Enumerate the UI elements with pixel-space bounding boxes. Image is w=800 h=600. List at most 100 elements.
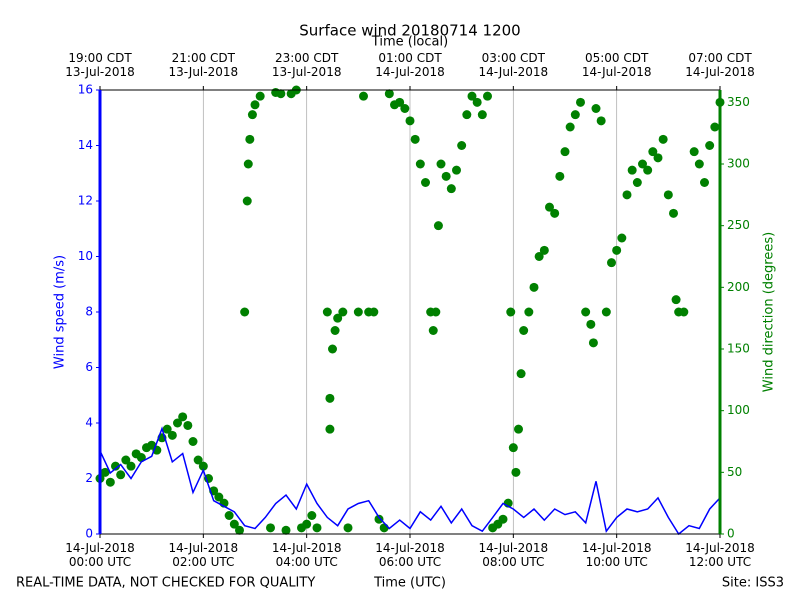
direction-point xyxy=(612,245,622,255)
direction-point xyxy=(632,178,642,187)
y2-axis-label: Wind direction (degrees) xyxy=(762,232,777,392)
direction-point xyxy=(643,165,653,175)
speed-line xyxy=(99,426,721,536)
y-tick-label: 6 xyxy=(85,360,93,374)
direction-point xyxy=(679,307,689,317)
direction-point xyxy=(653,153,663,163)
direction-point xyxy=(405,116,415,126)
direction-point xyxy=(250,100,260,110)
direction-point xyxy=(369,307,379,317)
y-tick-label: 12 xyxy=(78,194,93,208)
top-tick-label: 23:00 CDT 13-Jul-2018 xyxy=(271,51,342,79)
direction-point xyxy=(325,393,335,403)
y2-tick-label: 300 xyxy=(727,157,750,171)
direction-point xyxy=(245,134,255,144)
site-label: Site: ISS3 xyxy=(722,576,784,591)
direction-point xyxy=(428,326,438,335)
y-tick-label: 16 xyxy=(78,83,93,97)
direction-point xyxy=(436,159,446,169)
top-tick-label: 19:00 CDT 13-Jul-2018 xyxy=(65,51,135,79)
direction-point xyxy=(689,147,699,157)
direction-point xyxy=(281,525,291,535)
direction-point xyxy=(421,178,430,187)
direction-point xyxy=(183,420,193,430)
direction-point xyxy=(638,159,647,169)
direction-point xyxy=(462,110,472,120)
direction-point xyxy=(333,313,343,323)
direction-point xyxy=(374,514,384,524)
chart-title: Surface wind 20180714 1200 xyxy=(299,22,520,40)
direction-point xyxy=(188,437,198,446)
x-axis-label: Time (UTC) xyxy=(373,576,446,591)
y2-tick-label: 350 xyxy=(727,95,750,109)
direction-point xyxy=(648,147,658,157)
direction-point xyxy=(477,110,487,120)
top-tick-label: 05:00 CDT 14-Jul-2018 xyxy=(581,51,652,79)
direction-point xyxy=(193,455,203,465)
direction-point xyxy=(663,190,673,200)
direction-point xyxy=(581,307,591,317)
x-tick-label: 14-Jul-2018 08:00 UTC xyxy=(478,541,549,569)
y-tick-label: 0 xyxy=(85,527,93,541)
direction-point xyxy=(410,134,420,144)
direction-point xyxy=(353,307,363,317)
direction-point xyxy=(516,369,526,379)
direction-point xyxy=(312,523,322,533)
y2-tick-label: 100 xyxy=(727,403,750,417)
direction-point xyxy=(136,453,146,463)
direction-point xyxy=(247,110,257,120)
direction-point xyxy=(105,477,115,487)
direction-point xyxy=(601,307,611,317)
direction-point xyxy=(534,252,544,261)
direction-point xyxy=(100,467,110,477)
direction-point xyxy=(700,178,709,187)
direction-point xyxy=(498,514,508,524)
direction-point xyxy=(467,91,477,101)
direction-point xyxy=(669,208,678,218)
direction-point xyxy=(328,344,337,354)
direction-point xyxy=(596,116,606,126)
y2-tick-label: 200 xyxy=(727,280,750,294)
x-tick-label: 14-Jul-2018 04:00 UTC xyxy=(271,541,342,569)
direction-point xyxy=(121,455,131,465)
direction-point xyxy=(671,295,681,305)
direction-point xyxy=(167,430,177,440)
direction-point xyxy=(178,412,188,422)
direction-point xyxy=(694,159,704,169)
direction-point xyxy=(224,511,234,520)
direction-point xyxy=(302,519,312,529)
direction-point xyxy=(330,326,340,335)
direction-point xyxy=(214,492,224,502)
top-tick-label: 07:00 CDT 14-Jul-2018 xyxy=(685,51,755,79)
direction-point xyxy=(266,523,275,533)
direction-point xyxy=(617,233,627,243)
direction-point xyxy=(472,97,482,107)
top-tick-label: 21:00 CDT 13-Jul-2018 xyxy=(168,51,239,79)
direction-point xyxy=(705,141,715,150)
direction-point xyxy=(126,461,136,471)
direction-point xyxy=(539,245,549,255)
x-tick-label: 14-Jul-2018 02:00 UTC xyxy=(168,541,239,569)
direction-point xyxy=(710,122,720,132)
direction-point xyxy=(343,523,353,533)
direction-point xyxy=(591,104,601,113)
direction-point xyxy=(243,159,253,169)
direction-point xyxy=(658,134,668,144)
direction-point xyxy=(529,282,539,292)
y-axis-label: Wind speed (m/s) xyxy=(53,255,68,369)
y-tick-label: 4 xyxy=(85,416,93,430)
direction-point xyxy=(235,525,244,535)
direction-point xyxy=(508,443,518,453)
x-tick-label: 14-Jul-2018 06:00 UTC xyxy=(375,541,445,569)
direction-point xyxy=(560,147,570,157)
direction-point xyxy=(415,159,425,169)
direction-point xyxy=(162,424,172,434)
x-tick-label: 14-Jul-2018 00:00 UTC xyxy=(65,541,135,569)
direction-point xyxy=(325,424,335,434)
top-axis-label: Time (local) xyxy=(371,35,448,50)
direction-point xyxy=(565,122,575,132)
direction-point xyxy=(570,110,580,120)
direction-point xyxy=(431,307,441,317)
